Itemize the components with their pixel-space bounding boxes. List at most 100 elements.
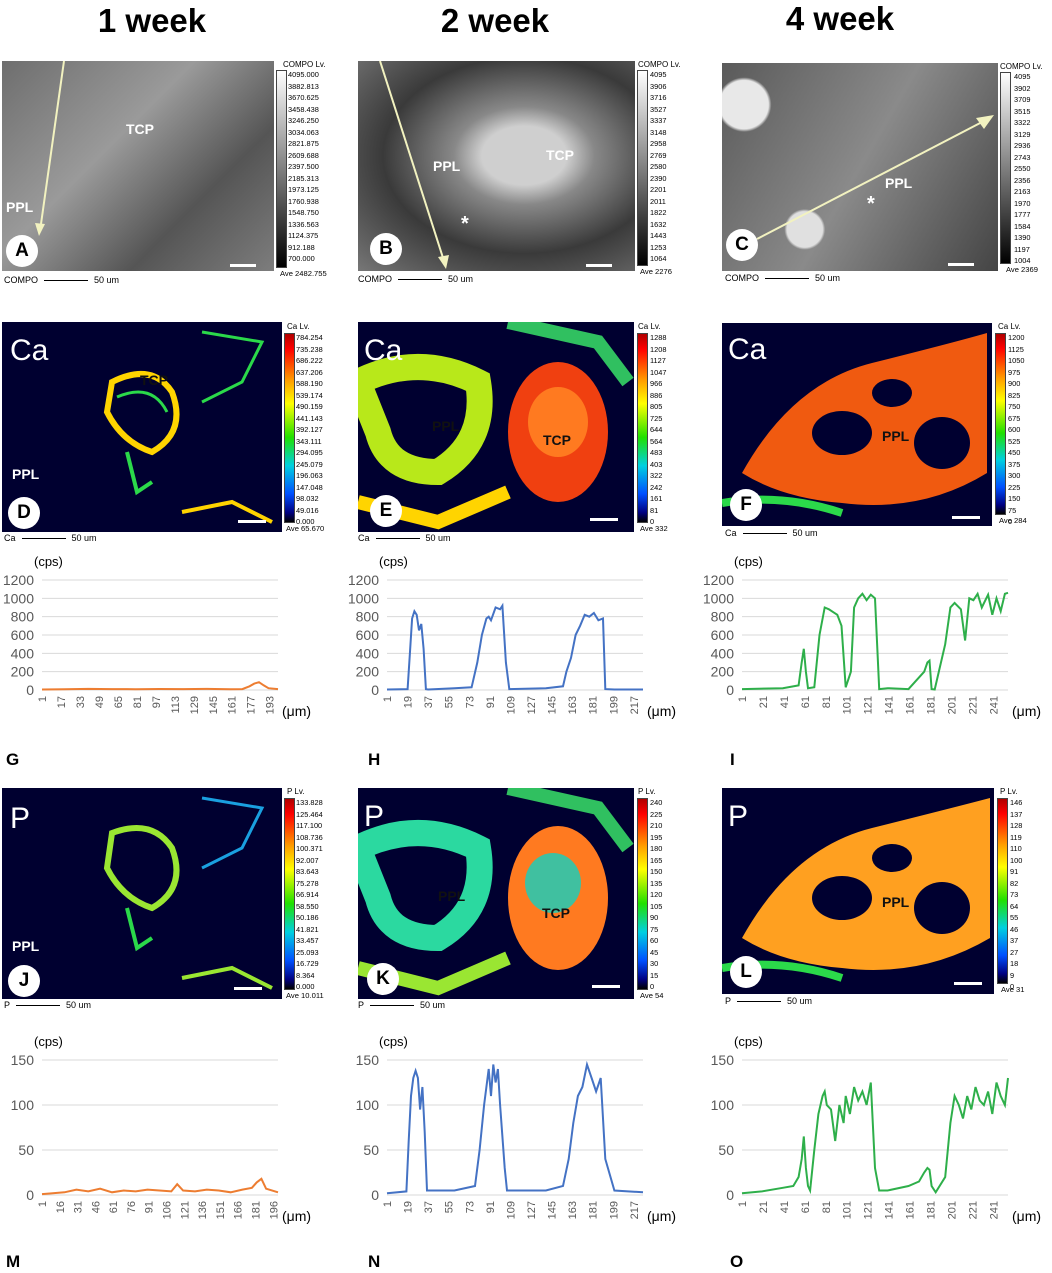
element-label: P [10, 802, 31, 835]
scale-label: 50 um [815, 273, 841, 283]
x-tick-label: 73 [464, 696, 476, 708]
sem-image-c: PPL * C [722, 63, 998, 271]
colorbar-title: P Lv. [287, 787, 305, 796]
colorbar-title: P Lv. [638, 787, 656, 796]
colorbar-tick-label: 588.190 [296, 379, 323, 388]
colorbar-values-b: 4095 3906 3716 3527 3337 3148 2958 2769 2580 2390… [650, 71, 666, 267]
y-tick-label: 1000 [703, 590, 734, 606]
x-tick-label: 121 [179, 1201, 191, 1219]
x-tick-label: 181 [926, 696, 938, 714]
ppl-label: PPL [12, 466, 40, 482]
x-tick-label: 163 [567, 1201, 579, 1219]
x-tick-label: 141 [884, 1201, 896, 1219]
x-tick-label: 21 [758, 1201, 770, 1213]
colorbar-tick-label: 3458.438 [288, 104, 319, 114]
footer-label: P [358, 1000, 365, 1010]
colorbar-tick-label: 525 [1008, 436, 1021, 446]
colorbar-tick-label: 2821.875 [288, 139, 319, 148]
colorbar-tick-label: 2356 [1014, 175, 1031, 185]
y-tick-label: 200 [356, 664, 380, 680]
colorbar-tick-label: 3882.813 [288, 81, 319, 91]
x-tick-label: 163 [567, 696, 579, 714]
colorbar-tick-label: 0.000 [296, 517, 315, 526]
colorbar-tick-label: 150 [1008, 494, 1021, 503]
x-tick-label: 106 [162, 1201, 174, 1219]
y-tick-label: 0 [371, 682, 379, 698]
line-scan-arrow [35, 61, 65, 236]
scale-bar [238, 520, 266, 523]
colorbar-values-d: 784.254 735.238 686.222 637.206 588.190 539.1… [296, 334, 323, 530]
x-tick-label: 101 [842, 696, 854, 714]
colorbar-tick-label: 483 [650, 448, 663, 457]
colorbar-tick-label: 637.206 [296, 367, 323, 377]
colorbar-tick-label: 245.079 [296, 459, 323, 469]
colorbar-tick-label: 1390 [1014, 233, 1031, 242]
colorbar-tick-label: 146 [1010, 798, 1023, 807]
colorbar-tick-label: 1548.750 [288, 208, 319, 217]
x-tick-label: 19 [403, 696, 415, 708]
y-tick-label: 100 [356, 1097, 380, 1113]
colorbar-tick-label: 81 [650, 505, 659, 515]
colorbar-tick-label: 2580 [650, 162, 667, 171]
colorbar [997, 798, 1008, 984]
colorbar-tick-label: 90 [650, 913, 659, 922]
y-axis-unit: (cps) [34, 554, 63, 569]
element-label: Ca [10, 334, 49, 367]
colorbar-tick-label: 2163 [1014, 187, 1031, 196]
colorbar-title: COMPO Lv. [638, 60, 681, 69]
colorbar-tick-label: 16.729 [296, 959, 319, 968]
series-line [41, 681, 279, 691]
colorbar-tick-label: 750 [1008, 402, 1021, 411]
colorbar-tick-label: 1208 [650, 344, 667, 354]
panel-badge-c: C [726, 229, 758, 261]
colorbar-average: Ave 10.011 [286, 991, 324, 1000]
x-tick-label: 145 [547, 696, 559, 714]
colorbar-tick-label: 3906 [650, 81, 667, 91]
colorbar-tick-label: 784.254 [296, 333, 323, 342]
colorbar-tick-label: 490.159 [296, 402, 323, 411]
y-tick-label: 600 [711, 627, 735, 643]
colorbar-average: Ave 31 [1001, 985, 1025, 994]
colorbar [637, 798, 648, 990]
colorbar-tick-label: 18 [1010, 959, 1019, 968]
element-label: P [728, 800, 749, 833]
colorbar-tick-label: 3337 [650, 116, 667, 125]
x-tick-label: 127 [526, 696, 538, 714]
colorbar-values-f: 1200 1125 1050 975 900 825 750 675 600 525 450 375 3… [1008, 334, 1024, 530]
footer-label: COMPO [725, 273, 760, 283]
x-tick-label: 37 [423, 1201, 435, 1213]
ppl-label: PPL [438, 888, 466, 904]
colorbar-tick-label: 725 [650, 413, 663, 423]
x-tick-label: 136 [197, 1201, 209, 1219]
colorbar-tick-label: 675 [1008, 413, 1021, 423]
panel-footer: Ca 50 um [4, 533, 97, 543]
y-tick-label: 100 [711, 1097, 735, 1113]
column-title-2week: 2 week [440, 2, 550, 39]
x-tick-label: 17 [56, 696, 68, 708]
colorbar-tick-label: 50.186 [296, 913, 319, 922]
y-tick-label: 50 [718, 1142, 734, 1158]
colorbar-tick-label: 735.238 [296, 344, 323, 354]
line-scan-arrow [379, 61, 449, 269]
scale-bar [234, 987, 262, 990]
colorbar-average: Ave 284 [999, 516, 1027, 525]
scale-label: 50 um [94, 275, 120, 285]
colorbar-tick-label: 128 [1010, 821, 1023, 830]
x-tick-label: 91 [485, 696, 497, 708]
colorbar-tick-label: 1584 [1014, 221, 1031, 231]
panel-badge-j: J [8, 965, 40, 997]
x-tick-label: 129 [189, 696, 201, 714]
colorbar-tick-label: 1777 [1014, 210, 1031, 219]
colorbar-tick-label: 49.016 [296, 505, 319, 515]
x-tick-label: 241 [988, 696, 1000, 714]
x-tick-label: 193 [265, 696, 277, 714]
colorbar-tick-label: 33.457 [296, 936, 319, 945]
scale-bar [948, 263, 974, 266]
sem-image-b: TCP PPL * B [358, 61, 635, 271]
line-chart-h: (cps) 0 200 400 600 800 1000 1200 1 19 37 55 73 91 109… [348, 554, 676, 719]
colorbar-tick-label: 1253 [650, 242, 667, 252]
x-axis-unit: (μm) [647, 703, 676, 719]
x-tick-label: 31 [73, 1201, 85, 1213]
ppl-label: PPL [6, 199, 34, 215]
